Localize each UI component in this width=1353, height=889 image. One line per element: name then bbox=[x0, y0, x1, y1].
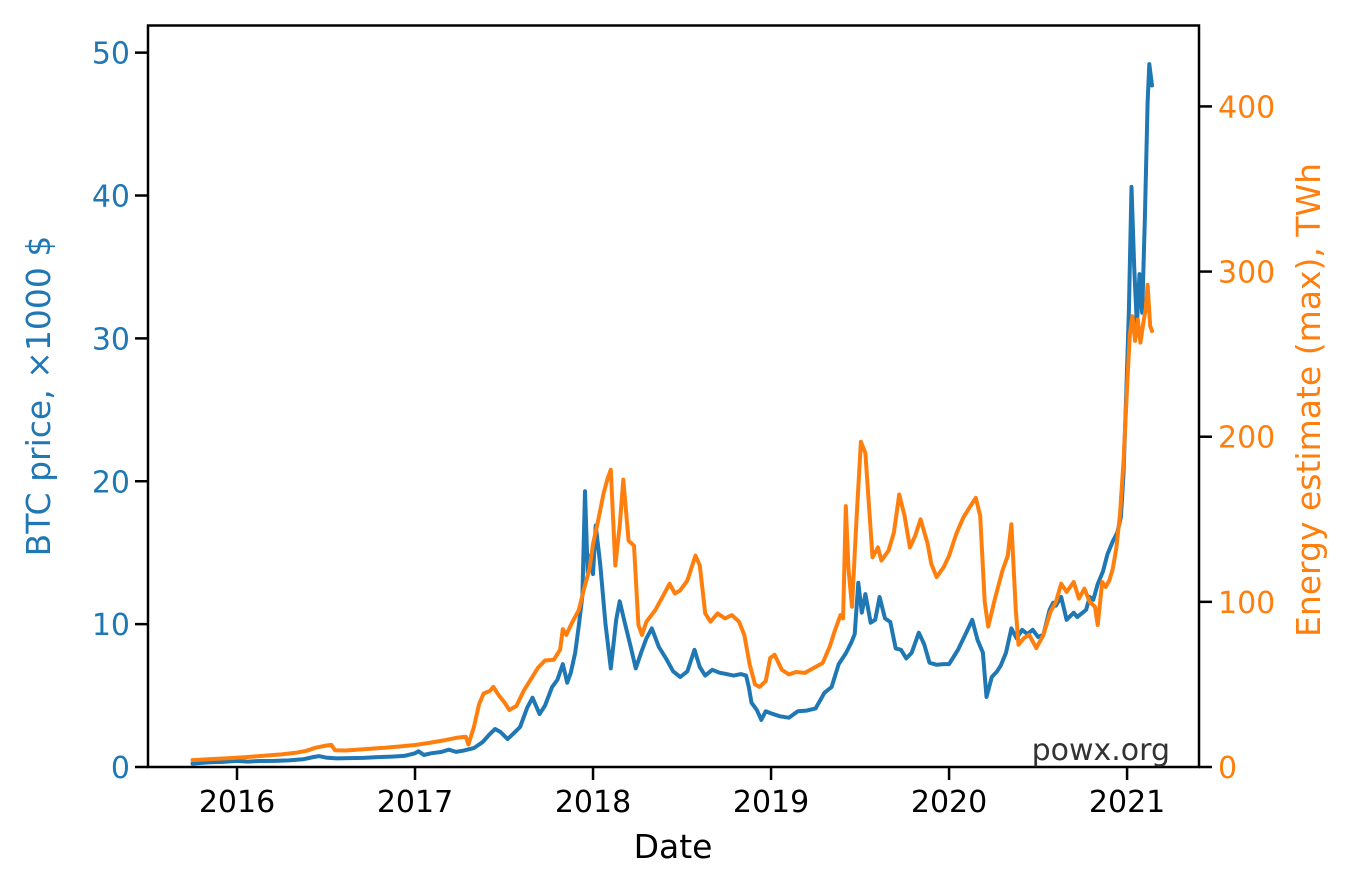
x-tick-label: 2016 bbox=[199, 785, 275, 820]
left-y-tick-label: 20 bbox=[92, 465, 130, 500]
x-tick-label: 2017 bbox=[377, 785, 453, 820]
left-y-tick-label: 30 bbox=[92, 322, 130, 357]
right-y-tick-label: 0 bbox=[1218, 751, 1237, 786]
btc-price-line bbox=[190, 62, 1154, 766]
right-y-tick-label: 300 bbox=[1218, 256, 1275, 291]
right-y-tick-label: 400 bbox=[1218, 90, 1275, 125]
energy-estimate-line bbox=[190, 282, 1154, 763]
x-axis-title: Date bbox=[634, 827, 713, 866]
right-y-tick-label: 100 bbox=[1218, 586, 1275, 621]
right-axis-title: Energy estimate (max), TWh bbox=[1289, 163, 1328, 637]
left-y-tick-label: 40 bbox=[92, 180, 130, 215]
x-tick-label: 2021 bbox=[1089, 785, 1165, 820]
left-axis-title: BTC price, ×1000 $ bbox=[19, 236, 58, 557]
watermark: powx.org bbox=[1032, 733, 1170, 768]
axes-frame bbox=[146, 24, 1201, 769]
x-tick-label: 2018 bbox=[555, 785, 631, 820]
left-y-tick-label: 50 bbox=[92, 37, 130, 72]
x-tick-label: 2020 bbox=[911, 785, 987, 820]
left-y-tick-label: 10 bbox=[92, 608, 130, 643]
x-tick-label: 2019 bbox=[733, 785, 809, 820]
right-y-tick-label: 200 bbox=[1218, 421, 1275, 456]
plot-area: 2016 2017 2018 2019 2020 2021 0 10 20 30 40 50 0 100 2… bbox=[92, 24, 1275, 820]
left-y-tick-label: 0 bbox=[111, 751, 130, 786]
